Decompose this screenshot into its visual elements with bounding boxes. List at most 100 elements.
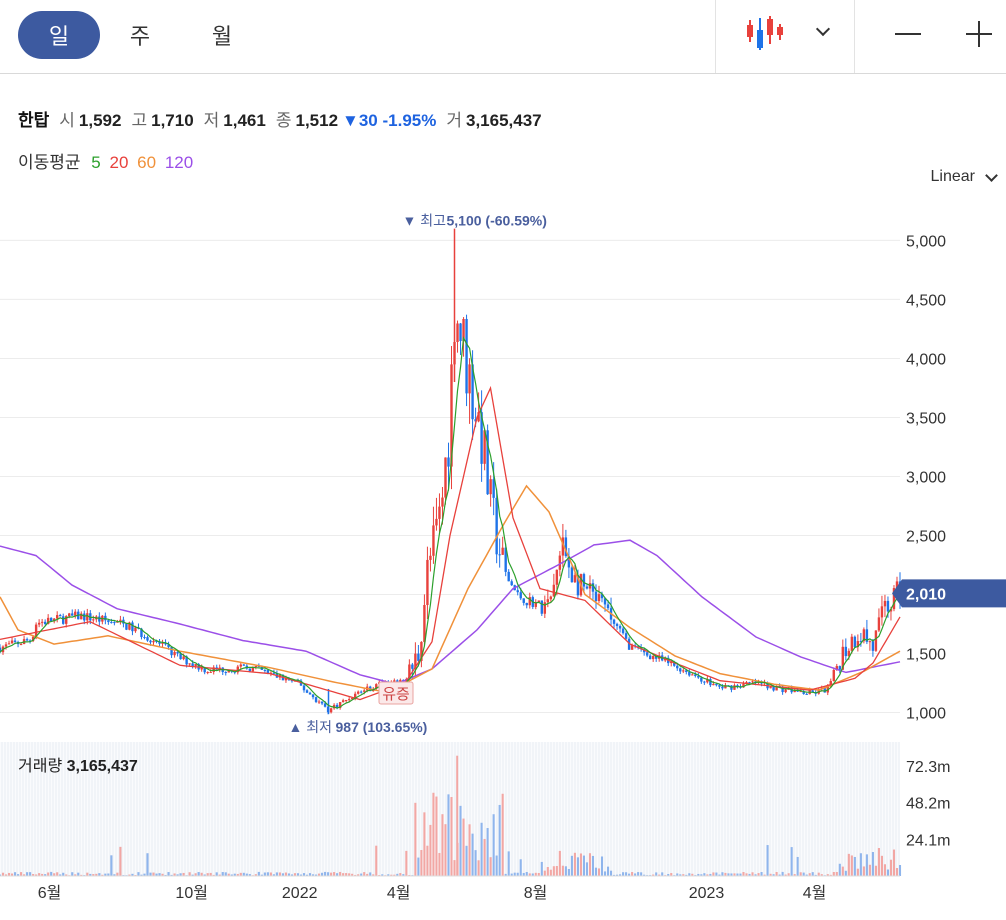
volume-bar (637, 872, 640, 876)
candle-body (621, 628, 625, 634)
volume-bar (438, 852, 441, 876)
candle-body (751, 681, 754, 683)
volume-value: 3,165,437 (466, 111, 542, 130)
ma-120: 120 (164, 153, 194, 172)
volume-bar (95, 873, 98, 876)
volume-bar (486, 828, 489, 876)
volume-bar (886, 869, 890, 876)
candle-body (293, 680, 297, 682)
candle-body (272, 672, 276, 674)
volume-bar (342, 873, 345, 876)
volume-bar (564, 866, 567, 876)
candle-body (372, 688, 375, 692)
candle-body (10, 640, 14, 644)
volume-bar (158, 873, 161, 876)
price-tick-label: 1,500 (906, 647, 946, 664)
moving-average-legend[interactable]: 이동평균 5 20 60 120 (18, 148, 199, 173)
price-tick-label: 2,000 (906, 588, 946, 605)
high-label: 고 (131, 111, 148, 130)
volume-bar (742, 872, 745, 876)
candle-body (49, 617, 53, 622)
candle-body (161, 642, 164, 644)
volume-bar (856, 868, 859, 876)
scale-selector[interactable]: Linear (931, 168, 998, 186)
candle-body (588, 583, 592, 589)
volume-bar (372, 874, 375, 876)
volume-bar (859, 853, 862, 876)
volume-bar (185, 875, 188, 876)
candle-body (778, 686, 781, 688)
candle-body (648, 655, 652, 660)
candle-body (516, 590, 519, 593)
candle-body (513, 585, 516, 591)
candle-body (254, 666, 258, 668)
volume-bar (176, 874, 179, 876)
volume-bar (625, 872, 628, 876)
volume-bar (275, 872, 278, 876)
volume-bar (895, 868, 899, 876)
volume-bar (694, 875, 697, 876)
volume-bar (122, 875, 125, 876)
candle-body (113, 622, 116, 624)
candle-body (832, 670, 835, 681)
volume-bar (71, 872, 74, 876)
volume-bar (688, 873, 691, 876)
candle-body (122, 619, 125, 624)
candle-body (155, 640, 158, 642)
volume-bar (393, 874, 396, 876)
volume-bar (227, 873, 230, 876)
volume-bar (308, 873, 312, 876)
volume-bar (570, 855, 573, 876)
volume-bar (754, 874, 757, 876)
candle-body (868, 641, 872, 643)
candle-body (730, 685, 733, 690)
volume-bar (543, 870, 546, 876)
volume-bar (829, 874, 832, 876)
volume-bar (600, 856, 604, 876)
candle-body (435, 518, 438, 526)
volume-bar (191, 874, 194, 876)
min-marker-value: 987 (103.65%) (336, 719, 428, 735)
candle-body (329, 708, 333, 713)
volume-bar (612, 874, 616, 876)
volume-bar (552, 866, 555, 876)
toolbar-divider (715, 0, 716, 73)
tab-weekly[interactable]: 주 (129, 24, 151, 49)
candle-body (360, 691, 363, 693)
volume-bar (877, 848, 880, 876)
volume-bar (616, 874, 619, 876)
zoom-out-button[interactable] (886, 14, 930, 58)
candle-body (444, 457, 447, 498)
candle-body (170, 647, 173, 656)
chart-type-selector[interactable] (716, 0, 854, 73)
volume-bar (74, 874, 77, 876)
volume-bar (516, 872, 519, 876)
candle-body (239, 664, 243, 667)
candle-body (820, 688, 823, 690)
candle-body (302, 685, 306, 691)
candle-body (636, 646, 640, 648)
candle-body (802, 691, 805, 694)
candle-body (384, 682, 387, 689)
volume-bar (757, 873, 760, 876)
candle-body (405, 678, 408, 686)
candle-body (661, 655, 664, 661)
tab-daily[interactable]: 일 (18, 11, 100, 59)
zoom-in-button[interactable] (957, 14, 1001, 58)
volume-bar (606, 866, 610, 876)
candle-body (89, 613, 92, 621)
candle-body (703, 681, 706, 683)
price-tick-label: 4,000 (906, 351, 946, 368)
volume-bar (305, 874, 309, 876)
candle-body (889, 609, 893, 612)
price-tick-label: 2,500 (906, 529, 946, 546)
tab-monthly[interactable]: 월 (211, 24, 233, 49)
volume-bar (167, 872, 170, 876)
volume-bar (318, 873, 321, 876)
volume-bar (299, 874, 303, 876)
volume-bar (549, 869, 552, 876)
volume-bar (173, 873, 176, 876)
volume-panel-value: 3,165,437 (66, 758, 138, 775)
candle-body (793, 689, 796, 693)
candle-body (356, 691, 360, 694)
